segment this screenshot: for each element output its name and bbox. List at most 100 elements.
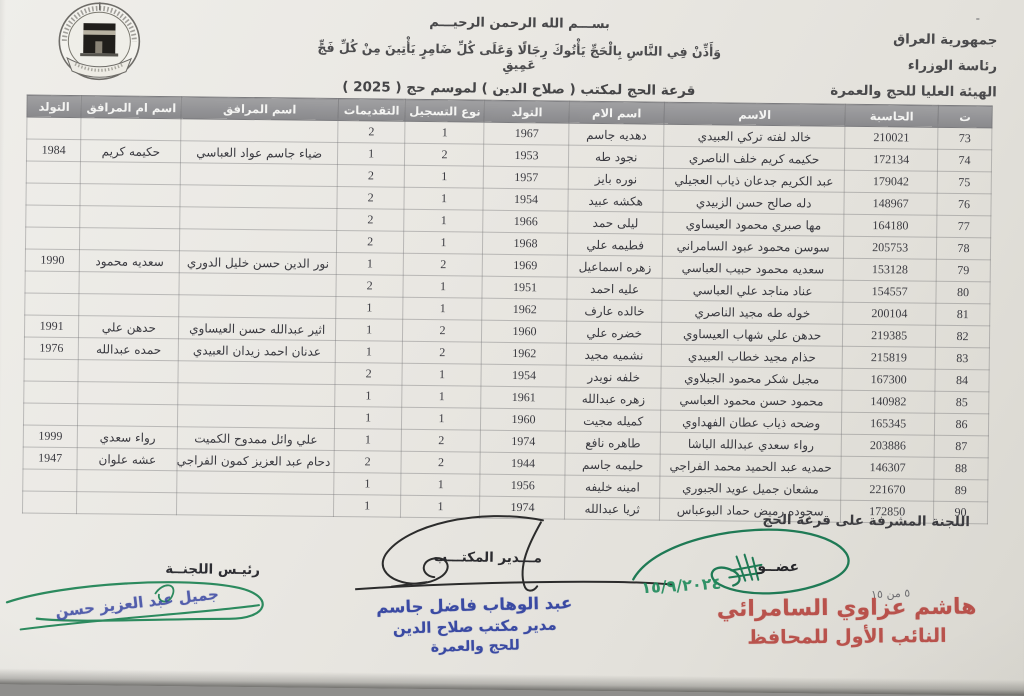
cell-computer_id: 167300 — [842, 368, 935, 391]
cell-companion_mother — [78, 360, 179, 383]
cell-name: سوسن محمود عبود السامراني — [662, 234, 844, 258]
document-header-center: بســـم الله الرحمن الرحيـــم وَأَذِّنْ ف… — [301, 14, 738, 100]
cell-name: خالد لفته تركي العبيدي — [664, 124, 846, 148]
cell-submissions: 2 — [334, 450, 402, 473]
cell-registration_type: 2 — [403, 341, 482, 364]
cell-registration_type: 1 — [402, 363, 481, 386]
cell-submissions: 1 — [334, 428, 402, 451]
cell-birth_year: 1969 — [483, 254, 568, 277]
cell-companion_mother: حدهن علي — [79, 316, 180, 339]
cell-computer_id: 221670 — [841, 478, 934, 501]
cell-companion_mother — [79, 272, 180, 295]
cell-companion_mother — [80, 162, 181, 185]
cell-birth_year: 1961 — [481, 386, 566, 409]
cell-registration_type: 1 — [402, 385, 481, 408]
cell-submissions: 1 — [337, 143, 405, 166]
cell-companion_name: نور الدين حسن خليل الدوري — [180, 251, 337, 275]
cell-mother_name: خالده عارف — [567, 299, 662, 322]
cell-companion_mother — [80, 206, 181, 229]
cell-companion_birth: 1999 — [23, 425, 77, 448]
cell-companion_name: ضياء جاسم عواد العباسي — [181, 141, 338, 165]
cell-companion_name — [178, 383, 335, 407]
cell-companion_name: اثير عبدالله حسن العيساوي — [179, 317, 336, 341]
cell-companion_birth — [26, 205, 80, 228]
cell-no: 88 — [934, 457, 988, 480]
cell-companion_birth — [25, 227, 79, 250]
cell-birth_year: 1967 — [484, 122, 569, 145]
cell-registration_type: 1 — [402, 407, 481, 430]
cell-companion_birth — [25, 293, 79, 316]
cell-companion_name: علي وائل ممدوح الكميت — [178, 427, 335, 451]
cell-submissions: 1 — [335, 318, 403, 341]
committee-chairman-label: رئيـس اللجنــة — [165, 561, 260, 578]
cell-mother_name: ليلى حمد — [568, 211, 663, 234]
deputy-governor-name: هاشم عزاوي السامرائي — [697, 594, 997, 622]
cell-birth_year: 1957 — [484, 166, 569, 189]
cell-companion_name — [177, 493, 334, 517]
bismillah-line: بســـم الله الرحمن الرحيـــم — [301, 14, 737, 34]
cell-companion_mother — [80, 228, 181, 251]
cell-submissions: 2 — [336, 231, 404, 254]
hajj-authority-line: الهيئة العليا للحج والعمرة — [830, 78, 997, 106]
cell-companion_name — [181, 163, 338, 187]
col-header-companion_mother: اسم ام المرافق — [81, 96, 182, 119]
cell-registration_type: 1 — [403, 297, 482, 320]
cell-mother_name: نوره بايز — [569, 167, 664, 190]
cell-computer_id: 205753 — [844, 236, 937, 259]
cell-no: 79 — [936, 259, 990, 282]
cell-companion_birth: 1991 — [24, 315, 78, 338]
cell-companion_mother — [81, 118, 182, 141]
cell-mother_name: عليه احمد — [567, 277, 662, 300]
cell-companion_mother: رواء سعدي — [77, 426, 178, 449]
cell-computer_id: 140982 — [842, 390, 935, 413]
cell-name: مجبل شكر محمود الجبلاوي — [661, 366, 843, 390]
col-header-mother_name: اسم الام — [569, 101, 664, 124]
cell-computer_id: 179042 — [845, 170, 938, 193]
cell-submissions: 2 — [337, 165, 405, 188]
cell-submissions: 1 — [334, 472, 402, 495]
cell-registration_type: 2 — [405, 143, 484, 166]
cell-companion_birth — [23, 469, 77, 492]
cell-mother_name: زهره اسماعيل — [568, 255, 663, 278]
cell-companion_name — [178, 361, 335, 385]
office-director-stamp: عبد الوهاب فاضل جاسم مدير مكتب صلاح الدي… — [348, 593, 601, 658]
page-count-note: ٥ من ١٥ — [871, 587, 911, 602]
office-director-office: مدير مكتب صلاح الدين — [349, 615, 601, 639]
cell-companion_birth — [26, 183, 80, 206]
cell-name: محمود حسن محمود العباسي — [661, 388, 843, 412]
cell-computer_id: 200104 — [843, 302, 936, 325]
cell-birth_year: 1954 — [483, 188, 568, 211]
lottery-title-line: قرعة الحج لمكتب ( صلاح الدين ) لموسم حج … — [301, 79, 737, 100]
cell-registration_type: 2 — [404, 253, 483, 276]
cell-mother_name: زهره عبدالله — [566, 387, 661, 410]
cell-companion_birth — [22, 491, 76, 514]
cell-mother_name: خلفه نويدر — [566, 365, 661, 388]
cell-no: 78 — [936, 237, 990, 260]
cell-companion_mother: سعديه محمود — [79, 250, 180, 273]
cell-mother_name: كميله مجيت — [566, 409, 661, 432]
cell-no: 82 — [935, 325, 989, 348]
col-header-companion_name: اسم المرافق — [181, 97, 338, 121]
cell-companion_name — [180, 207, 337, 231]
cell-computer_id: 203886 — [842, 434, 935, 457]
cell-mother_name: دهديه جاسم — [569, 123, 664, 146]
cell-birth_year: 1956 — [480, 474, 565, 497]
member-label: عضــو — [757, 559, 799, 575]
stray-pen-mark: - — [976, 11, 981, 25]
cell-mother_name: هكشه عبيد — [568, 189, 663, 212]
cell-submissions: 1 — [335, 384, 403, 407]
deputy-governor-stamp: هاشم عزاوي السامرائي النائب الأول للمحاف… — [697, 594, 997, 649]
cell-companion_mother — [78, 404, 179, 427]
col-header-submissions: التقديمات — [338, 99, 406, 122]
document-header-right: جمهورية العراق رئاسة الوزراء الهيئة العل… — [830, 26, 997, 106]
cell-companion_birth — [26, 161, 80, 184]
cell-birth_year: 1954 — [481, 364, 566, 387]
cell-computer_id: 146307 — [841, 456, 934, 479]
cell-birth_year: 1962 — [482, 298, 567, 321]
cell-birth_year: 1960 — [482, 320, 567, 343]
cell-name: مشعان جميل عويد الجبوري — [660, 476, 842, 500]
cell-no: 83 — [935, 347, 989, 370]
cell-name: حكيمه كريم خلف الناصري — [663, 146, 845, 170]
republic-line: جمهورية العراق — [831, 26, 998, 54]
